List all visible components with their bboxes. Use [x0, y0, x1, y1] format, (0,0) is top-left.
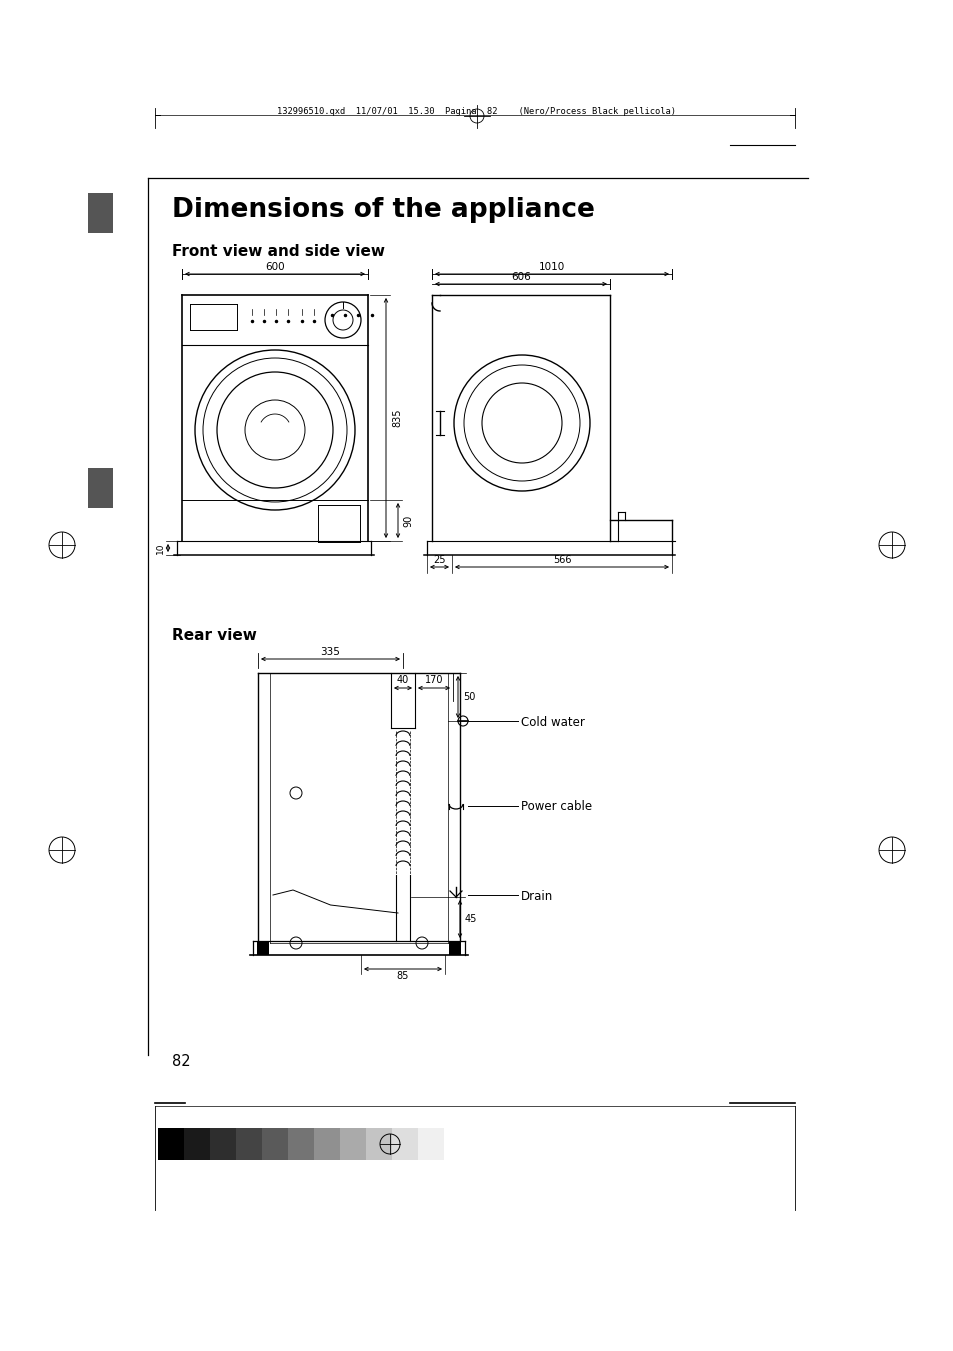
Text: 606: 606	[511, 272, 530, 282]
Bar	[417, 1128, 443, 1161]
Text: 50: 50	[462, 692, 475, 703]
Text: Front view and side view: Front view and side view	[172, 245, 385, 259]
Text: 835: 835	[392, 409, 401, 427]
Bar	[314, 1128, 339, 1161]
Bar	[184, 1128, 210, 1161]
Text: 85: 85	[396, 971, 409, 981]
Bar	[210, 1128, 235, 1161]
Text: Dimensions of the appliance: Dimensions of the appliance	[172, 197, 595, 223]
Text: 1010: 1010	[538, 262, 564, 272]
Text: 90: 90	[402, 515, 413, 527]
Text: 45: 45	[464, 915, 476, 924]
Text: Drain: Drain	[520, 889, 553, 902]
Text: 600: 600	[265, 262, 285, 272]
Text: 335: 335	[320, 647, 340, 657]
Bar	[235, 1128, 262, 1161]
Bar	[449, 942, 460, 955]
Text: 132996510.qxd  11/07/01  15.30  Pagina  82    (Nero/Process Black pellicola): 132996510.qxd 11/07/01 15.30 Pagina 82 (…	[277, 108, 676, 116]
Bar	[339, 1128, 366, 1161]
Bar	[262, 1128, 288, 1161]
Bar	[288, 1128, 314, 1161]
Text: Rear view: Rear view	[172, 627, 256, 643]
Text: 566: 566	[552, 555, 571, 565]
Text: 10: 10	[156, 542, 165, 554]
Text: 82: 82	[172, 1055, 191, 1070]
Text: 40: 40	[396, 676, 409, 685]
Text: Power cable: Power cable	[520, 801, 592, 813]
Bar	[366, 1128, 392, 1161]
Bar	[392, 1128, 417, 1161]
Text: 170: 170	[424, 676, 443, 685]
Bar	[158, 1128, 184, 1161]
Bar	[256, 942, 269, 955]
Bar	[88, 193, 112, 232]
Text: Cold water: Cold water	[520, 716, 584, 728]
Bar	[88, 467, 112, 508]
Text: 25: 25	[433, 555, 445, 565]
